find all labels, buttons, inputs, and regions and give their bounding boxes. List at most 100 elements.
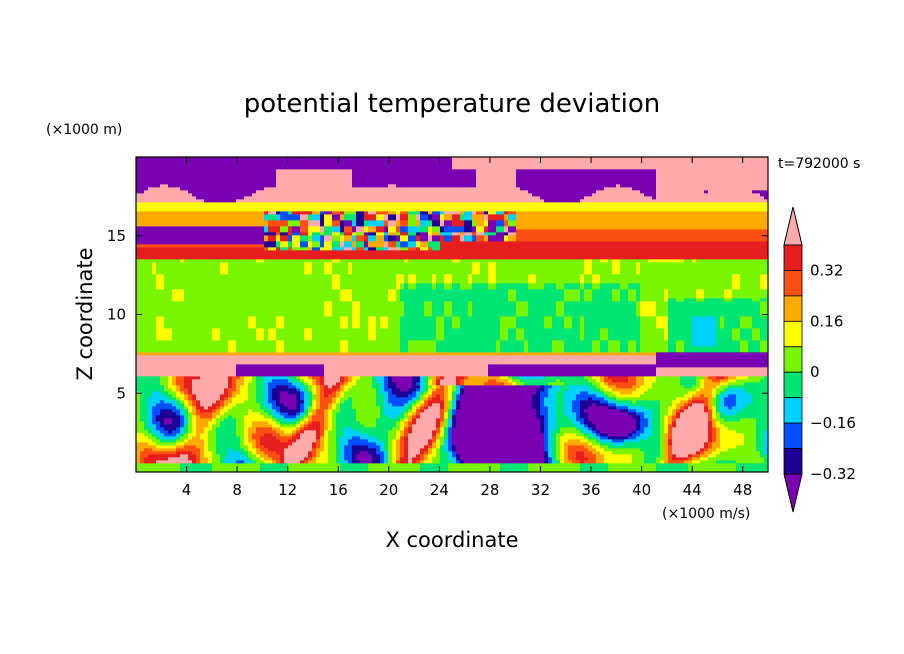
field-cell (492, 424, 497, 428)
field-cell (528, 415, 533, 419)
field-cell (748, 397, 753, 401)
field-cell (728, 382, 733, 386)
field-cell (144, 406, 149, 410)
field-cell (612, 439, 617, 443)
field-cell (468, 388, 473, 392)
field-cell (532, 460, 537, 464)
field-cell (352, 415, 357, 419)
field-cell (284, 466, 289, 470)
field-cell (404, 427, 409, 431)
field-cell (260, 445, 265, 449)
field-cell (148, 439, 153, 443)
field-cell (336, 382, 341, 386)
field-cell (316, 451, 321, 455)
field-cell (544, 403, 549, 407)
field-cell (420, 442, 425, 446)
field-cell (528, 427, 533, 431)
field-cell (492, 391, 497, 395)
field-cell (220, 403, 225, 407)
field-cell (488, 385, 493, 389)
field-cell (200, 388, 205, 392)
field-cell (636, 400, 641, 404)
field-cell (360, 427, 365, 431)
field-cell (496, 379, 501, 383)
field-cell (196, 400, 201, 404)
field-cell (332, 379, 337, 383)
field-cell (328, 457, 333, 461)
field-cell (148, 394, 153, 398)
field-cell (180, 415, 185, 419)
field-cell (256, 439, 261, 443)
field-cell (320, 457, 325, 461)
field-cell (404, 460, 409, 464)
field-cell (764, 403, 768, 407)
field-cell (592, 427, 597, 431)
field-cell (340, 463, 345, 467)
field-cell (440, 427, 445, 431)
field-cell (700, 406, 705, 410)
field-cell (156, 415, 161, 419)
field-cell (556, 424, 561, 428)
field-cell (720, 415, 725, 419)
field-cell (412, 457, 417, 461)
field-cell (588, 418, 593, 422)
field-cell (184, 430, 189, 434)
field-cell (708, 430, 713, 434)
field-cell (408, 451, 413, 455)
field-cell (192, 382, 197, 386)
field-cell (344, 400, 349, 404)
field-cell (692, 457, 697, 461)
field-cell (296, 445, 301, 449)
plot-area (136, 157, 768, 472)
field-cell (216, 439, 221, 443)
field-cell (580, 454, 585, 458)
field-cell (452, 397, 457, 401)
field-cell (384, 466, 389, 470)
field-cell (760, 433, 765, 437)
field-cell (412, 409, 417, 413)
field-cell (416, 433, 421, 437)
field-cell (540, 457, 545, 461)
field-cell (260, 376, 265, 380)
field-cell (456, 394, 461, 398)
field-cell (288, 382, 293, 386)
field-cell (704, 412, 709, 416)
field-cell (372, 469, 377, 472)
field-cell (692, 409, 697, 413)
field-cell (228, 382, 233, 386)
field-cell (744, 394, 749, 398)
field-cell (404, 379, 409, 383)
field-cell (324, 406, 329, 410)
chart-title: potential temperature deviation (244, 89, 660, 119)
field-cell (676, 379, 681, 383)
field-cell (408, 424, 413, 428)
field-cell (764, 412, 768, 416)
field-cell (316, 460, 321, 464)
field-cell (364, 454, 369, 458)
field-cell (328, 451, 333, 455)
field-cell (528, 454, 533, 458)
field-cell (448, 409, 453, 413)
field-cell (484, 406, 489, 410)
field-cell (472, 457, 477, 461)
field-cell (760, 457, 765, 461)
field-cell (328, 463, 333, 467)
field-cell (244, 379, 249, 383)
field-cell (668, 409, 673, 413)
field-cell (492, 376, 497, 380)
field-cell (276, 433, 281, 437)
field-cell (616, 469, 621, 472)
field-cell (400, 469, 405, 472)
field-cell (712, 397, 717, 401)
field-cell (268, 406, 273, 410)
field-cell (176, 394, 181, 398)
field-cell (440, 397, 445, 401)
field-cell (604, 469, 609, 472)
field-cell (448, 442, 453, 446)
field-cell (372, 445, 377, 449)
field-cell (448, 379, 453, 383)
field-cell (232, 409, 237, 413)
field-cell (512, 397, 517, 401)
field-cell (236, 382, 241, 386)
field-cell (160, 376, 165, 380)
